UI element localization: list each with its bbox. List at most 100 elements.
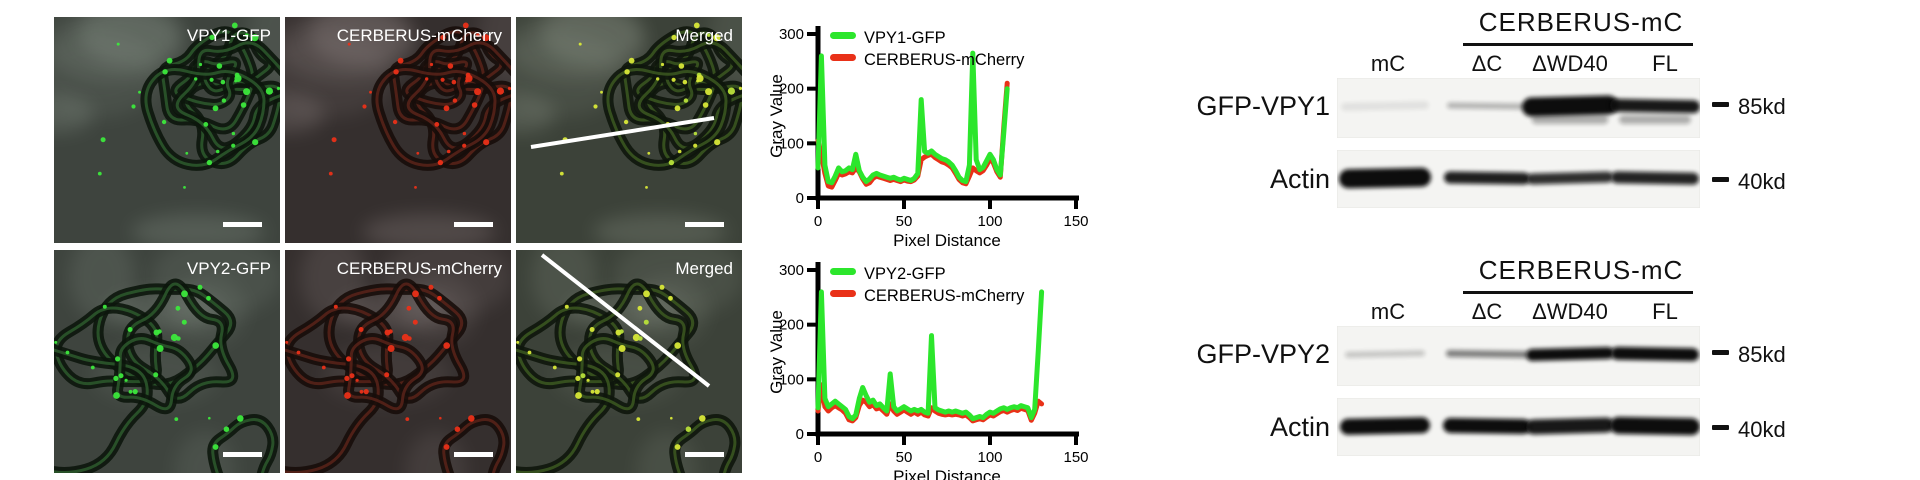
fluorescent-punctum — [212, 342, 219, 349]
microscopy-panel-row1-green: VPY1-GFP — [54, 17, 280, 243]
fluorescent-punctum — [527, 350, 532, 355]
fluorescent-punctum — [462, 143, 467, 148]
fluorescent-punctum — [416, 151, 420, 155]
y-tick-label: 300 — [779, 262, 804, 279]
roi-line — [540, 253, 711, 388]
fluorescent-punctum — [443, 342, 450, 349]
marker-dash — [1712, 102, 1729, 107]
blot-image-gfp-vpy2 — [1337, 326, 1700, 386]
fluorescent-punctum — [166, 57, 173, 64]
protein-band — [1526, 417, 1614, 435]
y-tick-label: 0 — [796, 190, 804, 207]
legend-swatch — [830, 290, 856, 297]
protein-band — [1340, 417, 1430, 435]
fluorescent-punctum — [405, 417, 410, 421]
fluorescent-punctum — [243, 88, 251, 96]
fluorescent-punctum — [359, 389, 364, 394]
fluorescent-punctum — [483, 139, 490, 146]
fluorescent-punctum — [643, 319, 649, 325]
fluorescent-punctum — [440, 34, 446, 41]
legend-swatch — [830, 32, 856, 39]
blot-row-label: Actin — [1269, 164, 1330, 194]
y-tick-label: 0 — [796, 426, 804, 443]
profile-chart-2: 0 100 200 300 0 50 100 150 Gray Value Pixel Dista… — [770, 262, 1089, 480]
protein-band — [1610, 416, 1700, 436]
fluorescent-punctum — [482, 34, 490, 42]
fluorescent-punctum — [358, 327, 364, 332]
fluorescent-punctum — [632, 333, 640, 342]
fluorescent-punctum — [397, 57, 404, 64]
fluorescent-punctum — [699, 415, 706, 422]
roi-line — [530, 116, 715, 149]
protein-band — [1443, 417, 1531, 435]
legend-label: VPY1-GFP — [864, 29, 946, 47]
panel-label: VPY1-GFP — [187, 26, 271, 45]
blot-group-label: CERBERUS-mC — [1478, 7, 1684, 37]
fluorescent-punctum — [677, 149, 682, 154]
fluorescent-punctum — [209, 77, 214, 82]
fluorescent-punctum — [362, 104, 367, 109]
fluorescent-punctum — [346, 356, 352, 362]
lane-label-3: ΔWD40 — [1532, 299, 1608, 324]
fluorescent-punctum — [507, 86, 511, 90]
fluorescent-punctum — [428, 284, 434, 290]
fluorescent-punctum — [197, 284, 203, 290]
y-tick-label: 200 — [779, 81, 804, 98]
fluorescent-punctum — [578, 42, 582, 46]
x-tick-label: 100 — [977, 449, 1002, 466]
blot-row-label: GFP-VPY2 — [1196, 339, 1330, 369]
fluorescent-punctum — [670, 416, 673, 420]
fluorescent-punctum — [674, 105, 681, 112]
fluorescent-punctum — [231, 22, 238, 29]
fluorescent-punctum — [407, 336, 412, 341]
x-tick-label: 150 — [1063, 449, 1088, 466]
fluorescent-punctum — [156, 345, 164, 352]
y-axis-label: Gray Value — [770, 310, 786, 394]
microscopy-panel-row1-merged: Merged — [516, 17, 742, 243]
fluorescent-punctum — [702, 102, 709, 108]
fluorescent-punctum — [623, 119, 629, 125]
lane-label-2: ΔC — [1471, 299, 1503, 324]
x-tick-label: 50 — [896, 449, 913, 466]
fluorescent-punctum — [564, 304, 569, 309]
protein-band — [1522, 95, 1618, 117]
marker-label: 40kd — [1738, 169, 1786, 194]
fluorescent-punctum — [185, 151, 189, 155]
fluorescent-punctum — [496, 87, 504, 95]
microscopy-panel-row2-merged: Merged — [516, 250, 742, 473]
fluorescent-punctum — [355, 378, 359, 382]
fluorescent-punctum — [198, 62, 203, 67]
fluorescent-punctum — [231, 143, 236, 148]
fluorescent-punctum — [183, 186, 186, 189]
lane-label-2: ΔC — [1471, 51, 1503, 76]
fluorescent-punctum — [251, 34, 259, 42]
fluorescent-punctum — [552, 365, 557, 370]
fluorescent-punctum — [138, 90, 141, 94]
fluorescent-punctum — [153, 372, 159, 378]
fluorescent-punctum — [589, 327, 595, 332]
y-axis-label: Gray Value — [770, 74, 786, 158]
fluorescent-punctum — [600, 90, 603, 94]
fluorescent-punctum — [234, 74, 242, 82]
fluorescent-punctum — [693, 22, 700, 29]
y-tick-label: 100 — [779, 371, 804, 388]
fluorescent-punctum — [181, 319, 187, 325]
lane-label-1: mC — [1370, 299, 1406, 324]
fluorescent-punctum — [439, 416, 442, 420]
fluorescent-punctum — [559, 171, 564, 176]
fluorescent-punctum — [54, 340, 58, 344]
blot-row-label: Actin — [1269, 412, 1330, 442]
fluorescent-punctum — [296, 350, 301, 355]
fluorescent-punctum — [671, 34, 677, 41]
x-tick-label: 0 — [814, 213, 822, 230]
fluorescent-punctum — [671, 77, 676, 82]
fluorescent-punctum — [285, 340, 289, 344]
fluorescent-punctum — [220, 79, 226, 85]
fluorescent-punctum — [212, 444, 219, 450]
fluorescent-punctum — [124, 378, 128, 382]
legend-label: CERBERUS-mCherry — [864, 287, 1025, 305]
scale-bar — [454, 452, 493, 457]
fluorescent-punctum — [628, 57, 635, 64]
y-tick-label: 100 — [779, 135, 804, 152]
